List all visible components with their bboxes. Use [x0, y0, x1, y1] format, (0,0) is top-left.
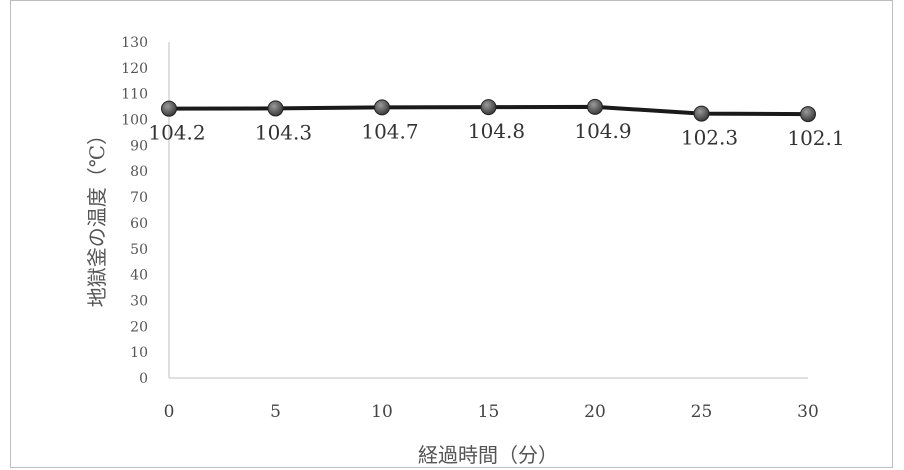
data-label: 104.3: [255, 120, 312, 144]
y-tick-label: 10: [130, 345, 148, 361]
x-tick-label: 5: [270, 402, 281, 422]
x-tick-label: 15: [478, 402, 500, 422]
y-tick-label: 0: [139, 371, 148, 387]
data-point-marker: [800, 106, 816, 123]
y-tick-label: 50: [130, 242, 148, 258]
y-tick-label: 130: [121, 35, 148, 51]
x-tick-label: 20: [584, 402, 606, 422]
x-axis-title: 経過時間（分）: [418, 443, 558, 467]
data-point-marker: [480, 99, 497, 116]
data-point-marker: [374, 99, 390, 116]
data-point-marker: [587, 98, 603, 115]
y-tick-label: 30: [130, 293, 148, 309]
data-label: 104.9: [574, 119, 631, 143]
data-point-marker: [161, 100, 177, 117]
x-tick-label: 0: [164, 402, 175, 422]
data-label: 102.1: [787, 126, 844, 150]
y-tick-label: 120: [121, 61, 148, 77]
y-tick-label: 70: [130, 190, 148, 206]
x-tick-label: 30: [797, 402, 819, 422]
x-tick-label: 10: [371, 402, 393, 422]
data-label: 104.2: [148, 121, 205, 145]
data-label: 104.7: [361, 119, 418, 143]
y-tick-label: 110: [121, 87, 148, 103]
y-axis-title: 地獄釜の温度（℃）: [85, 125, 109, 307]
y-tick-label: 90: [130, 138, 148, 154]
data-label: 104.8: [468, 119, 525, 143]
chart-frame: [10, 0, 893, 468]
y-tick-label: 20: [130, 319, 148, 335]
y-tick-label: 60: [130, 216, 148, 232]
data-label: 102.3: [681, 126, 738, 150]
data-point-marker: [267, 100, 284, 117]
y-tick-label: 100: [121, 113, 148, 129]
data-point-marker: [693, 105, 710, 122]
x-tick-label: 25: [691, 402, 713, 422]
y-tick-label: 80: [130, 164, 148, 180]
y-tick-label: 40: [130, 268, 148, 284]
